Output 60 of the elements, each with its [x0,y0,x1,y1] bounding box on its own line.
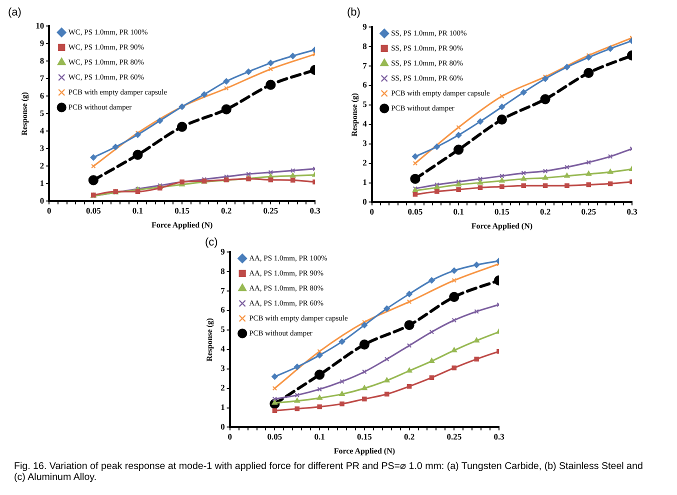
x-tick-label: 0.3 [494,432,504,442]
x-tick-label: 0.05 [267,432,282,442]
y-tick-label: 9 [220,246,225,256]
x-tick-label: 0.3 [626,206,638,217]
y-tick-label: 3 [220,363,225,374]
y-tick-label: 3 [40,142,44,153]
y-tick-label: 2 [220,382,225,393]
y-axis-title: Response (g) [20,92,29,136]
y-tick-label: 0 [220,421,225,432]
x-tick-label: 0 [46,206,52,216]
y-tick-label: 6 [362,80,367,90]
y-tick-label: 2 [40,160,44,170]
y-tick-label: 5 [40,108,44,118]
x-tick-label: 0.15 [494,206,510,217]
y-tick-label: 0 [362,196,367,206]
x-tick-label: 0.2 [404,432,415,442]
x-axis-title: Force Applied (N) [151,220,213,230]
y-tick-label: 1 [362,176,367,187]
x-tick-label: 0.3 [310,206,320,216]
y-tick-label: 9 [40,38,44,48]
x-tick-label: 0.2 [540,206,551,217]
y-axis-title: Response (g) [350,92,359,136]
y-tick-label: 2 [362,158,367,168]
x-tick-label: 0.25 [446,432,462,442]
x-tick-label: 0.25 [263,206,278,216]
y-tick-label: 10 [36,20,44,30]
y-tick-label: 8 [40,55,44,66]
x-tick-label: 0.25 [581,206,596,217]
x-tick-label: 0.1 [314,432,325,442]
y-tick-label: 6 [40,90,44,100]
chart-title: (b) [347,6,360,19]
y-tick-label: 7 [220,285,226,296]
chart-title: (c) [205,236,218,249]
x-tick-label: 0.1 [132,206,144,216]
y-tick-label: 7 [40,72,45,83]
chart-title: (a) [8,6,22,19]
y-tick-label: 1 [40,178,44,188]
y-tick-label: 8 [220,266,225,276]
x-axis-title: Force Applied (N) [334,446,396,456]
y-tick-label: 8 [362,40,367,51]
y-tick-label: 0 [40,195,44,206]
x-axis-title: Force Applied (N) [471,221,533,230]
y-tick-label: 6 [220,304,225,315]
y-tick-label: 5 [220,324,225,334]
x-tick-label: 0.15 [356,432,372,442]
y-tick-label: 4 [220,344,226,354]
x-tick-label: 0.05 [408,206,423,217]
y-axis-title: Response (g) [204,318,214,362]
y-tick-label: 4 [362,118,368,129]
x-tick-label: 0.2 [221,206,232,216]
x-tick-label: 0.05 [86,206,101,216]
y-tick-label: 3 [362,138,367,148]
x-tick-label: 0.1 [453,206,464,217]
y-tick-label: 1 [220,402,225,412]
y-tick-label: 7 [362,60,368,70]
x-tick-label: 0.15 [174,206,190,216]
y-tick-label: 4 [40,125,45,136]
caption: Fig. 16. Variation of peak response at mode-1 with applied force for different PR and PS=⌀ 1.0 mm: (a) Tungsten Carbide, (b) Stainless Steel and (c) Aluminum Alloy. [14,461,644,483]
y-tick-label: 9 [362,21,367,32]
y-tick-label: 5 [362,99,367,110]
